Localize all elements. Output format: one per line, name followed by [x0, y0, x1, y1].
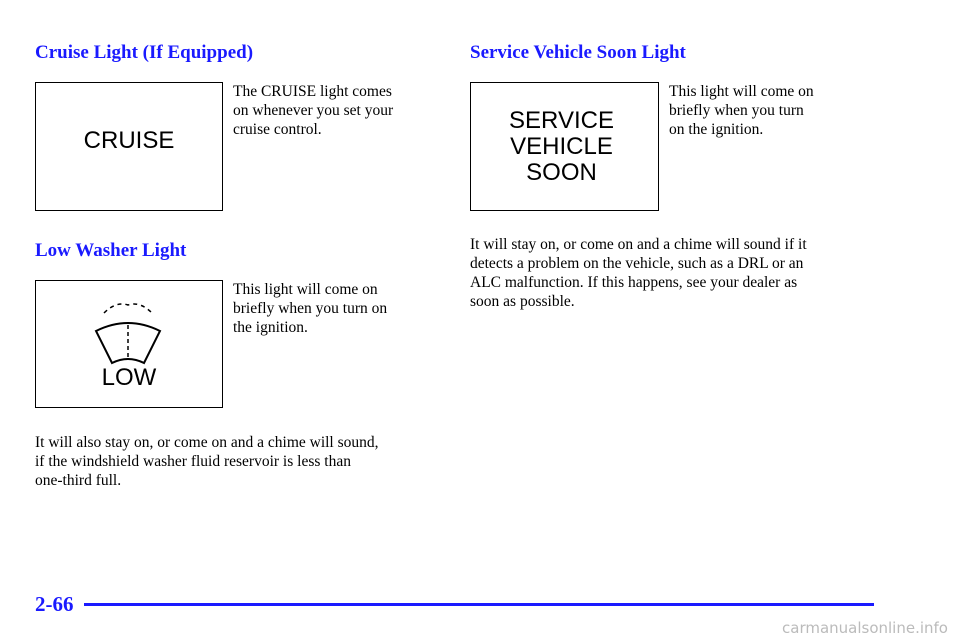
text-line: the ignition. [233, 319, 308, 336]
text-line: SOON [526, 159, 597, 186]
washer-icon [94, 303, 162, 365]
indicator-label: SERVICE VEHICLE SOON [465, 108, 658, 186]
text-line: cruise control. [233, 121, 322, 138]
watermark: carmanualsonline.info [782, 619, 948, 637]
description: This light will come on briefly when you … [669, 82, 814, 139]
text-line: LOW [101, 364, 157, 391]
description: The CRUISE light comes on whenever you se… [233, 82, 393, 139]
footer-rule [84, 603, 874, 606]
indicator-label: LOW [36, 365, 222, 391]
indicator-label: CRUISE [36, 128, 222, 154]
note: It will also stay on, or come on and a c… [35, 433, 379, 490]
text-line: detects a problem on the vehicle, such a… [470, 255, 804, 272]
text-line: on the ignition. [669, 121, 764, 138]
text-line: The CRUISE light comes [233, 83, 392, 100]
text-line: briefly when you turn [669, 102, 804, 119]
text-line: It will also stay on, or come on and a c… [35, 434, 379, 451]
text-line: briefly when you turn on [233, 300, 388, 317]
page-number: 2-66 [35, 592, 74, 616]
indicator-box: LOW [35, 280, 223, 408]
text-line: if the windshield washer fluid reservoir… [35, 453, 351, 470]
text-line: one-third full. [35, 472, 122, 489]
text-line: It will stay on, or come on and a chime … [470, 236, 807, 253]
description: This light will come on briefly when you … [233, 280, 387, 337]
text-line: This light will come on [233, 281, 378, 298]
text-line: SERVICE [509, 107, 614, 134]
indicator-box: SERVICE VEHICLE SOON [470, 82, 659, 211]
text-line: ALC malfunction. If this happens, see yo… [470, 274, 798, 291]
text-line: CRUISE [83, 127, 175, 154]
indicator-box: CRUISE [35, 82, 223, 211]
text-line: soon as possible. [470, 293, 575, 310]
text-line: VEHICLE [510, 133, 613, 160]
note: It will stay on, or come on and a chime … [470, 235, 807, 311]
heading: Cruise Light (If Equipped) [35, 42, 254, 63]
heading: Low Washer Light [35, 240, 187, 261]
heading: Service Vehicle Soon Light [470, 42, 686, 63]
text-line: This light will come on [669, 83, 814, 100]
text-line: on whenever you set your [233, 102, 394, 119]
